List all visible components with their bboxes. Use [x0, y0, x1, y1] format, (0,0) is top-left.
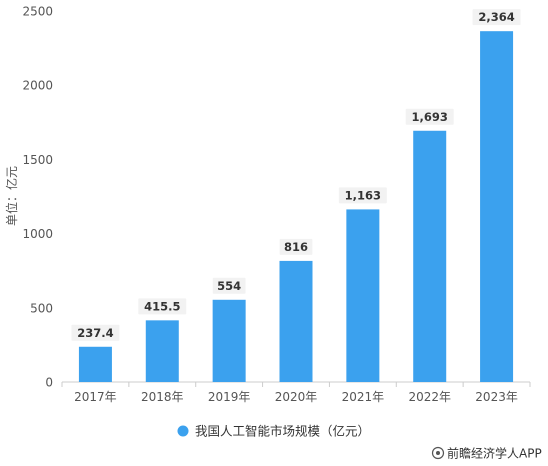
bar [145, 320, 179, 382]
data-label-box [472, 9, 521, 26]
data-label-box [405, 108, 454, 125]
data-label-box [212, 277, 246, 294]
legend: 我国人工智能市场规模（亿元） [177, 424, 370, 439]
x-tick-label: 2019年 [208, 390, 251, 404]
x-tick-label: 2017年 [74, 390, 117, 404]
x-tick-label: 2020年 [275, 390, 318, 404]
data-label: 237.4 [77, 326, 113, 340]
x-tick-label: 2023年 [475, 390, 518, 404]
data-label-box [338, 187, 387, 204]
data-label: 2,364 [478, 10, 514, 24]
source-credit: 前瞻经济学人APP [431, 446, 542, 461]
data-label: 816 [284, 240, 308, 254]
data-label-box [138, 298, 187, 315]
y-axis: 0 500 1000 1500 2000 2500 [22, 5, 53, 390]
data-label: 1,693 [412, 110, 448, 124]
bar [279, 260, 313, 382]
legend-label: 我国人工智能市场规模（亿元） [195, 424, 370, 439]
legend-marker [177, 425, 189, 437]
y-tick-label: 0 [45, 376, 53, 390]
x-tick-label: 2021年 [342, 390, 385, 404]
x-tick-label: 2022年 [408, 390, 451, 404]
bar [212, 299, 246, 382]
y-tick-label: 2000 [22, 79, 53, 93]
y-tick-label: 1000 [22, 227, 53, 241]
data-label-box [279, 238, 313, 255]
y-tick-label: 500 [30, 301, 53, 315]
bar [480, 31, 514, 382]
bar [78, 346, 112, 382]
data-label: 415.5 [144, 299, 180, 313]
y-axis-label: 单位：亿元 [4, 166, 19, 226]
bars [78, 31, 514, 382]
data-label: 1,163 [345, 188, 381, 202]
data-labels: 237.4 415.5 554 816 1,163 1,693 2,364 [71, 9, 521, 341]
x-tick-label: 2018年 [141, 390, 184, 404]
y-tick-label: 2500 [22, 5, 53, 19]
bar [413, 130, 447, 382]
source-logo-icon [431, 446, 445, 460]
data-label: 554 [217, 279, 241, 293]
x-axis: 2017年 2018年 2019年 2020年 2021年 2022年 2023年 [61, 381, 531, 404]
source-label: 前瞻经济学人APP [447, 446, 542, 461]
bar [346, 209, 380, 382]
y-tick-label: 1500 [22, 153, 53, 167]
data-label-box [71, 324, 120, 341]
